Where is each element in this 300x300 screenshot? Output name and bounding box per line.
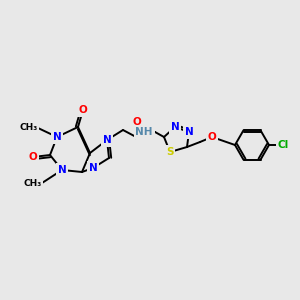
Text: N: N bbox=[184, 127, 194, 137]
Text: O: O bbox=[28, 152, 38, 162]
Text: CH₃: CH₃ bbox=[20, 124, 38, 133]
Text: N: N bbox=[52, 132, 62, 142]
Text: O: O bbox=[79, 105, 87, 115]
Text: O: O bbox=[208, 132, 216, 142]
Text: N: N bbox=[88, 163, 98, 173]
Text: N: N bbox=[58, 165, 66, 175]
Text: O: O bbox=[133, 117, 141, 127]
Text: S: S bbox=[166, 147, 174, 157]
Text: N: N bbox=[171, 122, 179, 132]
Text: NH: NH bbox=[136, 127, 153, 137]
Text: N: N bbox=[103, 135, 111, 145]
Text: CH₃: CH₃ bbox=[24, 178, 42, 188]
Text: Cl: Cl bbox=[278, 140, 289, 150]
